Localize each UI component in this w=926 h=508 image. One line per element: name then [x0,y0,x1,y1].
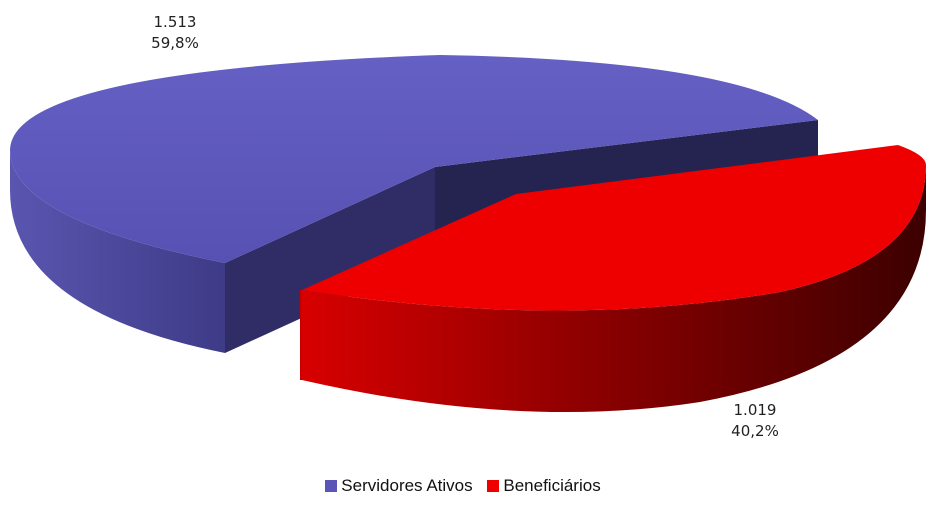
slice-beneficiarios-side [302,165,926,413]
slice-servidores-ativos-side [10,150,225,353]
legend-label-beneficiarios: Beneficiários [503,476,601,495]
slice-beneficiarios-top [302,145,926,311]
legend-item-beneficiarios: Beneficiários [487,476,601,496]
slice-beneficiarios-data-label: 1.019 40,2% [690,400,820,442]
slice-beneficiarios-percent: 40,2% [731,422,779,440]
slice-beneficiarios-value: 1.019 [733,401,777,419]
legend-label-servidores-ativos: Servidores Ativos [341,476,473,495]
slice-servidores-ativos-value: 1.513 [153,13,197,31]
slice-servidores-ativos-top [10,55,818,263]
legend-swatch-beneficiarios [487,480,500,492]
slice-beneficiarios-cut-face [300,290,302,380]
chart-legend: Servidores Ativos Beneficiários [0,476,926,496]
slice-servidores-ativos-percent: 59,8% [151,34,199,52]
slice-servidores-ativos-cut-face [225,167,435,353]
slice-servidores-ativos-data-label: 1.513 59,8% [110,12,240,54]
legend-swatch-servidores-ativos [325,480,338,492]
legend-item-servidores-ativos: Servidores Ativos [325,476,473,496]
slice-beneficiarios [300,145,926,413]
